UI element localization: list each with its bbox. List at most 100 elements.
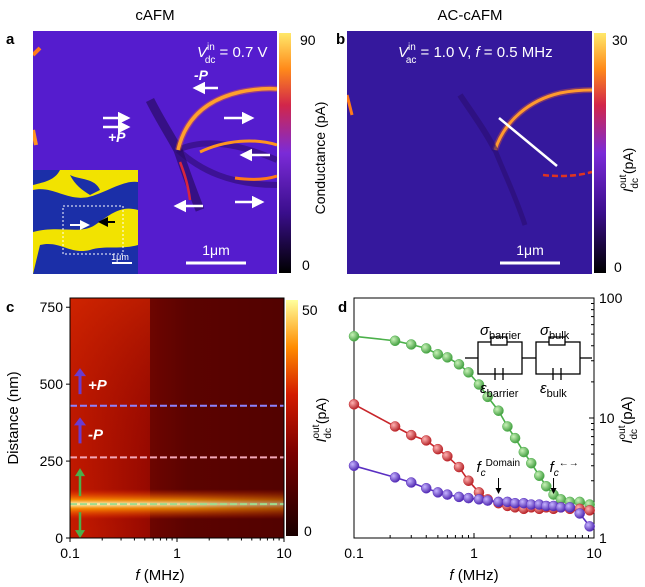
point-red (348, 399, 360, 410)
cb-c-symbol: I (313, 438, 329, 442)
p-arrowhead-0 (74, 368, 86, 377)
annotation-symbol: V (197, 44, 209, 61)
c-ytick-label-3: 750 (40, 299, 64, 315)
point-purple (493, 496, 504, 508)
point-green (389, 335, 401, 347)
colorbar-a-label: Conductance (pA) (312, 102, 328, 215)
point-green (502, 421, 513, 432)
point-green (482, 391, 493, 403)
point-green (406, 339, 417, 350)
heatmap-label-1: -P (88, 426, 104, 443)
point-green (453, 359, 465, 370)
panel-a-letter: a (6, 31, 15, 48)
cb-b-symbol: I (620, 188, 636, 192)
c-xlabel-symbol: f (135, 567, 141, 584)
fc-sub: c (481, 468, 486, 479)
c-xtick-label-0: 0.1 (60, 545, 80, 561)
point-red (584, 505, 595, 516)
point-purple (463, 492, 474, 504)
point-green (493, 405, 504, 416)
d-xtick-label-0: 0.1 (344, 545, 364, 561)
point-red (442, 451, 453, 462)
d-ytick-label-0: 1 (599, 530, 607, 546)
b-annotation-f-value: = 0.5 MHz (480, 44, 553, 61)
c-xlabel-unit: (MHz) (140, 567, 185, 584)
panel-a-annotation: Vin dc = 0.7 V (197, 42, 268, 66)
eps-barrier-label: εbarrier (480, 380, 519, 400)
eps-barrier-sub: barrier (487, 388, 519, 400)
green-arrowhead-up (75, 468, 85, 477)
fc-sup: ←→ (559, 458, 579, 469)
colorbar-a-max: 90 (300, 32, 316, 48)
cb-c-sup: out (311, 424, 322, 438)
panel-d-xlabel: f (MHz) (449, 567, 498, 584)
panel-c-letter: c (6, 299, 14, 316)
panel-c-ylabel: Distance (nm) (5, 371, 22, 464)
sigma-bulk-label: σbulk (540, 322, 570, 342)
cb-c-unit: (pA) (313, 398, 329, 428)
c-xtick-label-2: 10 (276, 545, 292, 561)
fc-sup: Domain (486, 458, 520, 469)
d-ylabel-sup: out (617, 425, 628, 439)
cb-b-sub: dc (630, 178, 641, 189)
d-ytick-label-2: 100 (599, 290, 623, 306)
fc-arrowhead-1 (550, 488, 557, 494)
inset-scalebar-label: 1μm (111, 252, 129, 262)
point-purple (442, 489, 453, 500)
point-red (406, 429, 417, 441)
panel-a: a cAFM 1μm (6, 7, 328, 274)
panel-a-scalebar-label: 1μm (202, 242, 230, 258)
panel-b-title: AC-cAFM (438, 7, 503, 24)
point-red (453, 461, 465, 473)
point-red (463, 475, 474, 486)
d-ylabel-symbol: I (619, 439, 636, 443)
point-red (432, 443, 444, 455)
heatmap-label-0: +P (88, 377, 108, 394)
eps-bulk-sub: bulk (547, 388, 568, 400)
annotation-sub: dc (205, 55, 216, 66)
panel-a-title: cAFM (135, 7, 174, 24)
green-arrowhead-down (75, 530, 85, 539)
point-green (473, 379, 485, 390)
d-ytick-label-1: 10 (599, 410, 615, 426)
fc-arrowhead-0 (495, 488, 502, 494)
c-xtick-label-1: 1 (173, 545, 181, 561)
d-xtick-label-1: 1 (470, 545, 478, 561)
point-purple (432, 487, 444, 498)
point-purple (584, 521, 595, 532)
fc-symbol: f (476, 459, 482, 476)
panel-b-annotation: Vin ac = 1.0 V, f = 0.5 MHz (398, 42, 553, 66)
b-annotation-sub: ac (406, 55, 417, 66)
point-purple (574, 508, 585, 519)
cb-c-sub: dc (323, 428, 334, 439)
point-purple (420, 482, 432, 494)
colorbar-b (594, 33, 606, 273)
panel-d-ylabel: Ioutdc (pA) (617, 396, 640, 443)
point-green (540, 480, 552, 492)
point-purple (453, 491, 465, 503)
circuit-labels: σbarrier σbulk εbarrier εbulk (480, 322, 570, 400)
b-annotation-f: f (475, 44, 481, 61)
point-green (509, 432, 521, 444)
panel-c-xlabel: f (MHz) (135, 567, 184, 584)
d-ylabel-unit: (pA) (619, 396, 636, 429)
sigma-bulk-sub: bulk (549, 330, 570, 342)
annotation-value: = 0.7 V (215, 44, 267, 61)
c-ytick-label-2: 500 (40, 376, 64, 392)
point-green (534, 470, 545, 482)
point-red (420, 435, 432, 446)
d-xtick-label-2: 10 (586, 545, 602, 561)
eps-bulk-symbol: ε (540, 380, 547, 397)
annotation-sup: in (207, 42, 215, 53)
point-green (442, 352, 453, 363)
sigma-barrier-symbol: σ (480, 322, 490, 339)
colorbar-b-label: Ioutdc (pA) (618, 148, 641, 193)
point-purple (564, 502, 576, 513)
fc-annotation-0: fcDomain (476, 458, 520, 479)
p-arrowhead-1 (74, 417, 86, 426)
d-xlabel-unit: (MHz) (454, 567, 499, 584)
point-green (348, 331, 360, 342)
colorbar-a (279, 33, 291, 273)
